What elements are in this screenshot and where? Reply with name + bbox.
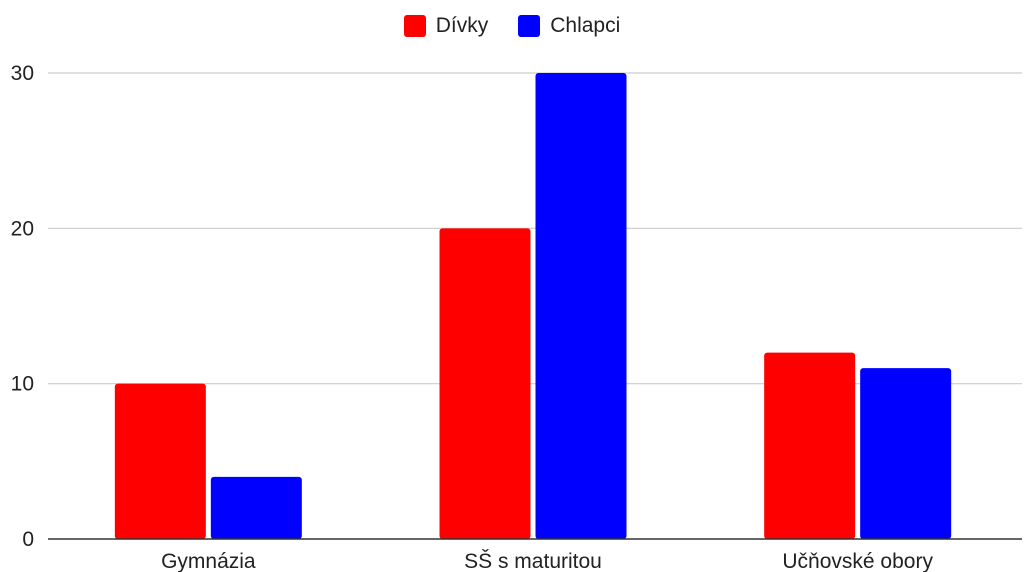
y-tick-label-20: 20: [11, 217, 34, 240]
bar-Chlapci-SŠ s maturitou: [536, 73, 627, 539]
y-tick-label-30: 30: [11, 62, 34, 85]
x-tick-label-1: SŠ s maturitou: [464, 550, 602, 572]
bar-Chlapci-Učňovské obory: [860, 368, 951, 539]
bar-Dívky-SŠ s maturitou: [440, 228, 531, 539]
bar-Dívky-Gymnázia: [115, 384, 206, 539]
x-tick-label-0: Gymnázia: [161, 550, 256, 572]
y-tick-label-10: 10: [11, 373, 34, 396]
y-tick-label-0: 0: [22, 528, 34, 551]
x-tick-label-2: Učňovské obory: [782, 550, 933, 572]
bar-Chlapci-Gymnázia: [211, 477, 302, 539]
bar-Dívky-Učňovské obory: [764, 353, 855, 539]
